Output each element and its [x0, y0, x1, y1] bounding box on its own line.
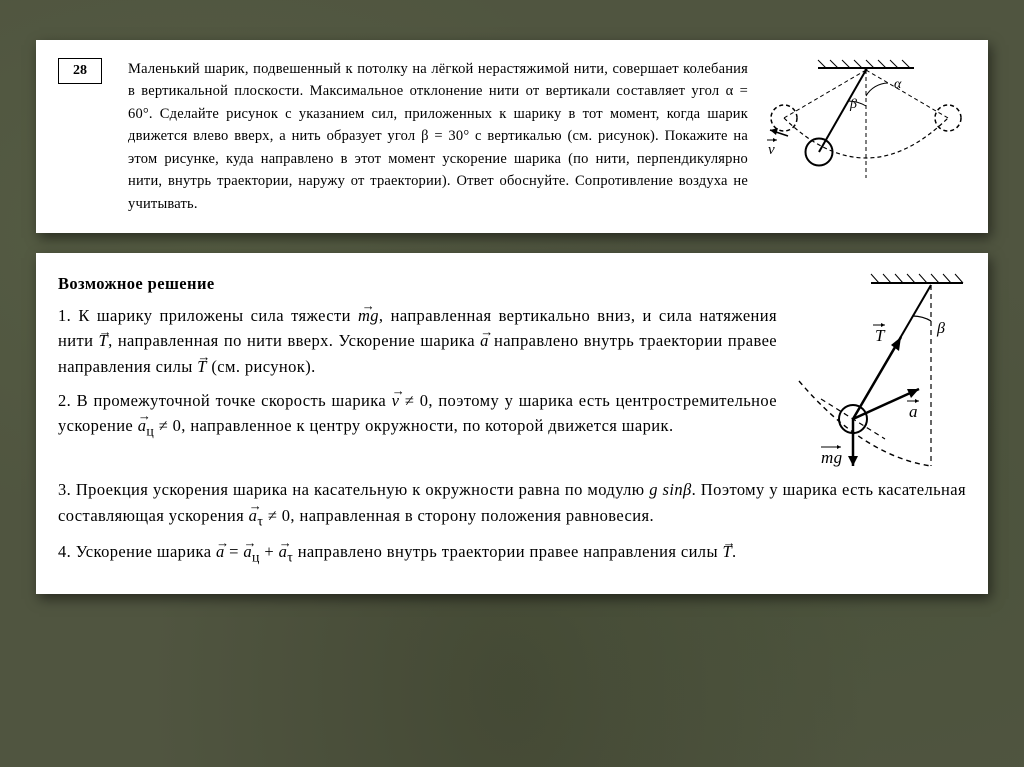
- t: направлено внутрь траектории правее напр…: [293, 542, 722, 561]
- solution-diagram: β T mg a: [791, 271, 966, 471]
- t: 2. В промежуточной точке скорость шарика: [58, 391, 392, 410]
- t: , направленная по нити вверх. Ускорение …: [108, 331, 480, 350]
- svg-text:T: T: [875, 326, 886, 345]
- svg-text:a: a: [909, 402, 918, 421]
- svg-text:mg: mg: [821, 448, 843, 467]
- t: ≠ 0, направленная в сторону положения ра…: [263, 506, 654, 525]
- solution-p4: 4. Ускорение шарика a = aц + aτ направле…: [58, 539, 966, 568]
- solution-text: β T mg a Возможное решение: [58, 271, 966, 568]
- vec-t: T: [722, 542, 732, 561]
- problem-card: 28 Маленький шарик, подвешенный к потолк…: [36, 40, 988, 233]
- alpha-label: α: [894, 77, 902, 92]
- vec-ac: a: [138, 416, 147, 435]
- problem-body: 28 Маленький шарик, подвешенный к потолк…: [58, 58, 966, 215]
- v-label: v: [768, 142, 775, 158]
- problem-diagram: α β v: [766, 58, 966, 198]
- t: (см. рисунок).: [207, 357, 316, 376]
- vec-a: a: [480, 331, 489, 350]
- vec-at: a: [249, 506, 258, 525]
- pendulum-swing-icon: α β v: [766, 58, 966, 198]
- sub: ц: [146, 423, 154, 438]
- problem-number: 28: [58, 58, 102, 84]
- vec-mg: mg: [358, 306, 379, 325]
- solution-card: β T mg a Возможное решение: [36, 253, 988, 594]
- t: 3. Проекция ускорения шарика на касатель…: [58, 480, 649, 499]
- vec-at: a: [279, 542, 288, 561]
- t: ≠ 0, направленное к центру окружности, п…: [154, 416, 673, 435]
- vec-ac: a: [243, 542, 252, 561]
- svg-text:β: β: [936, 320, 945, 337]
- vec-t: T: [99, 331, 109, 350]
- problem-left: 28 Маленький шарик, подвешенный к потолк…: [58, 58, 748, 215]
- t: 4. Ускорение шарика: [58, 542, 216, 561]
- t: +: [260, 542, 279, 561]
- gsinb: g sinβ: [649, 480, 691, 499]
- vec-v: v: [392, 391, 400, 410]
- solution-p3: 3. Проекция ускорения шарика на касатель…: [58, 477, 966, 531]
- problem-text: Маленький шарик, подвешенный к потолку н…: [128, 58, 748, 215]
- vec-a: a: [216, 542, 225, 561]
- beta-label: β: [849, 97, 857, 112]
- vec-t: T: [197, 357, 207, 376]
- sub: ц: [252, 550, 260, 565]
- force-diagram-icon: β T mg a: [791, 271, 966, 471]
